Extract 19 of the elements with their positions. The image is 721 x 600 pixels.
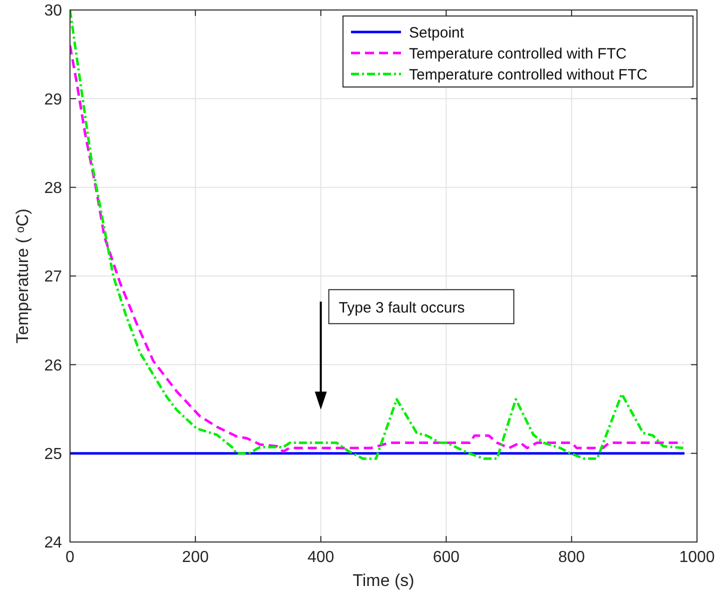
- legend-label: Temperature controlled with FTC: [409, 45, 627, 62]
- y-tick-label: 30: [44, 2, 62, 20]
- y-tick-label: 25: [44, 446, 62, 463]
- y-axis-title: Temperature ( ᵒC): [13, 208, 32, 344]
- legend-label: Setpoint: [409, 24, 465, 42]
- x-tick-label: 0: [66, 549, 75, 566]
- x-tick-label: 600: [432, 549, 460, 566]
- x-axis-title: Time (s): [352, 571, 414, 590]
- x-tick-label: 1000: [679, 549, 715, 566]
- legend-label: Temperature controlled without FTC: [409, 66, 648, 84]
- y-tick-label: 28: [44, 180, 62, 197]
- y-tick-label: 26: [44, 357, 62, 374]
- x-tick-label: 800: [558, 549, 586, 566]
- y-tick-label: 29: [44, 91, 62, 108]
- y-tick-label: 27: [44, 268, 62, 286]
- y-tick-label: 24: [44, 534, 62, 552]
- annotation: Type 3 fault occurs: [338, 300, 465, 317]
- x-tick-label: 400: [307, 549, 334, 566]
- x-tick-label: 200: [182, 549, 209, 566]
